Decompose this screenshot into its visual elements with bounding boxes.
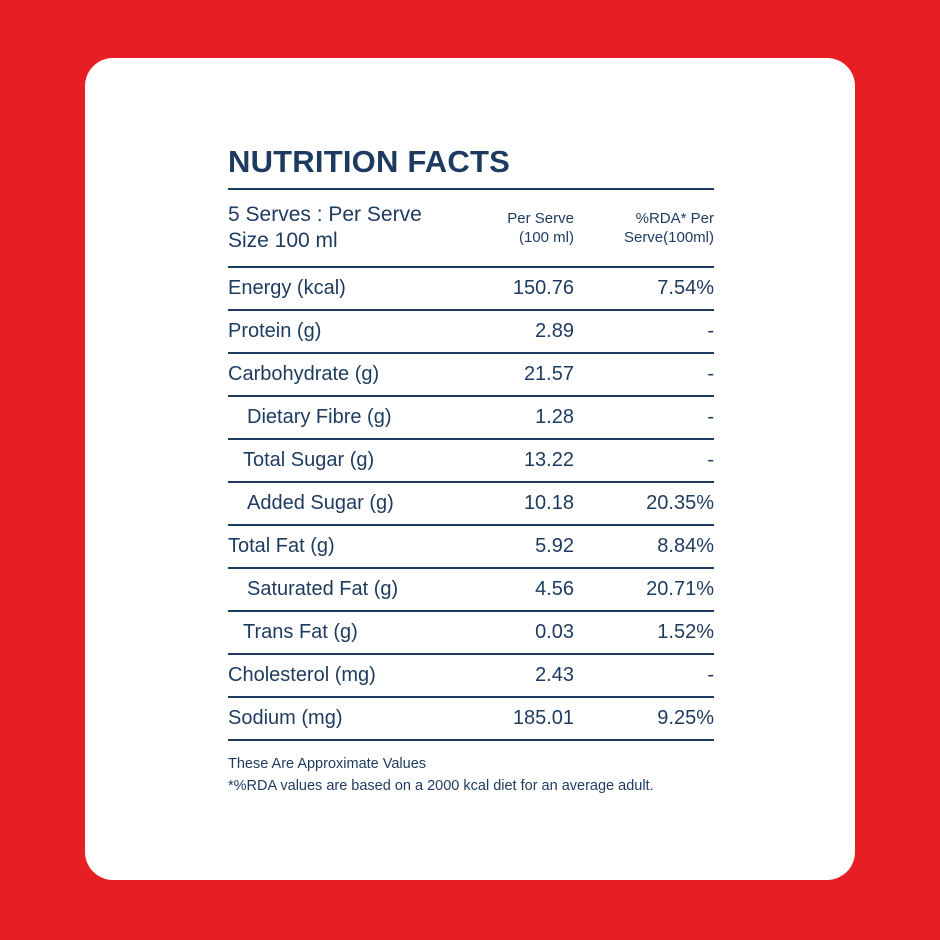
nutrient-name: Trans Fat (g)	[243, 621, 358, 643]
nutrient-name: Carbohydrate (g)	[228, 363, 380, 385]
nutrient-name: Energy (kcal)	[228, 277, 346, 299]
rda-value: -	[707, 320, 714, 342]
nutrient-name: Total Fat (g)	[228, 535, 335, 557]
per-serve-value: 1.28	[535, 406, 574, 428]
rda-value: 20.71%	[646, 578, 714, 600]
rda-basis-note: *%RDA values are based on a 2000 kcal di…	[228, 778, 654, 794]
nutrition-card	[85, 58, 855, 880]
rda-value: -	[707, 406, 714, 428]
approximate-values-note: These Are Approximate Values	[228, 756, 427, 772]
rda-value: 9.25%	[657, 707, 714, 729]
per-serve-value: 5.92	[535, 535, 574, 557]
table-row-total-fat: Total Fat (g) 5.92 8.84%	[228, 526, 714, 569]
rda-value: 7.54%	[657, 277, 714, 299]
per-serve-value: 150.76	[512, 277, 574, 299]
rda-value: 8.84%	[657, 535, 714, 557]
table-row-total-sugar: Total Sugar (g) 13.22 -	[228, 440, 714, 483]
nutrient-name: Sodium (mg)	[228, 707, 343, 729]
table-row-dietary-fibre: Dietary Fibre (g) 1.28 -	[228, 397, 714, 440]
table-header: 5 Serves : Per Serve Size 100 ml Per Ser…	[228, 190, 714, 268]
table-row-energy: Energy (kcal) 150.76 7.54%	[228, 268, 714, 311]
nutrition-facts-panel: NUTRITION FACTS 5 Serves : Per Serve Siz…	[228, 142, 714, 797]
per-serve-value: 4.56	[535, 578, 574, 600]
per-serve-value: 2.89	[535, 320, 574, 342]
rda-value: -	[707, 664, 714, 686]
rda-value: -	[707, 449, 714, 471]
table-row-trans-fat: Trans Fat (g) 0.03 1.52%	[228, 612, 714, 655]
rda-value: 20.35%	[646, 492, 714, 514]
per-serve-value: 0.03	[535, 621, 574, 643]
table-row-cholesterol: Cholesterol (mg) 2.43 -	[228, 655, 714, 698]
table-row-carbohydrate: Carbohydrate (g) 21.57 -	[228, 354, 714, 397]
per-serve-header: Per Serve (100 ml)	[507, 210, 574, 246]
table-row-protein: Protein (g) 2.89 -	[228, 311, 714, 354]
nutrient-name: Saturated Fat (g)	[247, 578, 399, 600]
per-serve-value: 10.18	[523, 492, 574, 514]
nutrient-name: Total Sugar (g)	[243, 449, 375, 471]
nutrition-facts-title: NUTRITION FACTS	[228, 142, 714, 190]
per-serve-value: 2.43	[535, 664, 574, 686]
nutrient-name: Dietary Fibre (g)	[247, 406, 392, 428]
per-serve-value: 13.22	[523, 449, 574, 471]
per-serve-value: 21.57	[523, 363, 574, 385]
table-row-sodium: Sodium (mg) 185.01 9.25%	[228, 698, 714, 741]
table-row-saturated-fat: Saturated Fat (g) 4.56 20.71%	[228, 569, 714, 612]
rda-value: 1.52%	[657, 621, 714, 643]
nutrient-name: Protein (g)	[228, 320, 322, 342]
rda-header: %RDA* Per Serve(100ml)	[623, 210, 714, 246]
nutrient-name: Cholesterol (mg)	[228, 664, 376, 686]
per-serve-value: 185.01	[512, 707, 574, 729]
table-row-added-sugar: Added Sugar (g) 10.18 20.35%	[228, 483, 714, 526]
rda-value: -	[707, 363, 714, 385]
serving-size-header: 5 Serves : Per Serve Size 100 ml	[228, 203, 422, 252]
footnotes: These Are Approximate Values *%RDA value…	[228, 753, 714, 797]
nutrient-name: Added Sugar (g)	[247, 492, 394, 514]
